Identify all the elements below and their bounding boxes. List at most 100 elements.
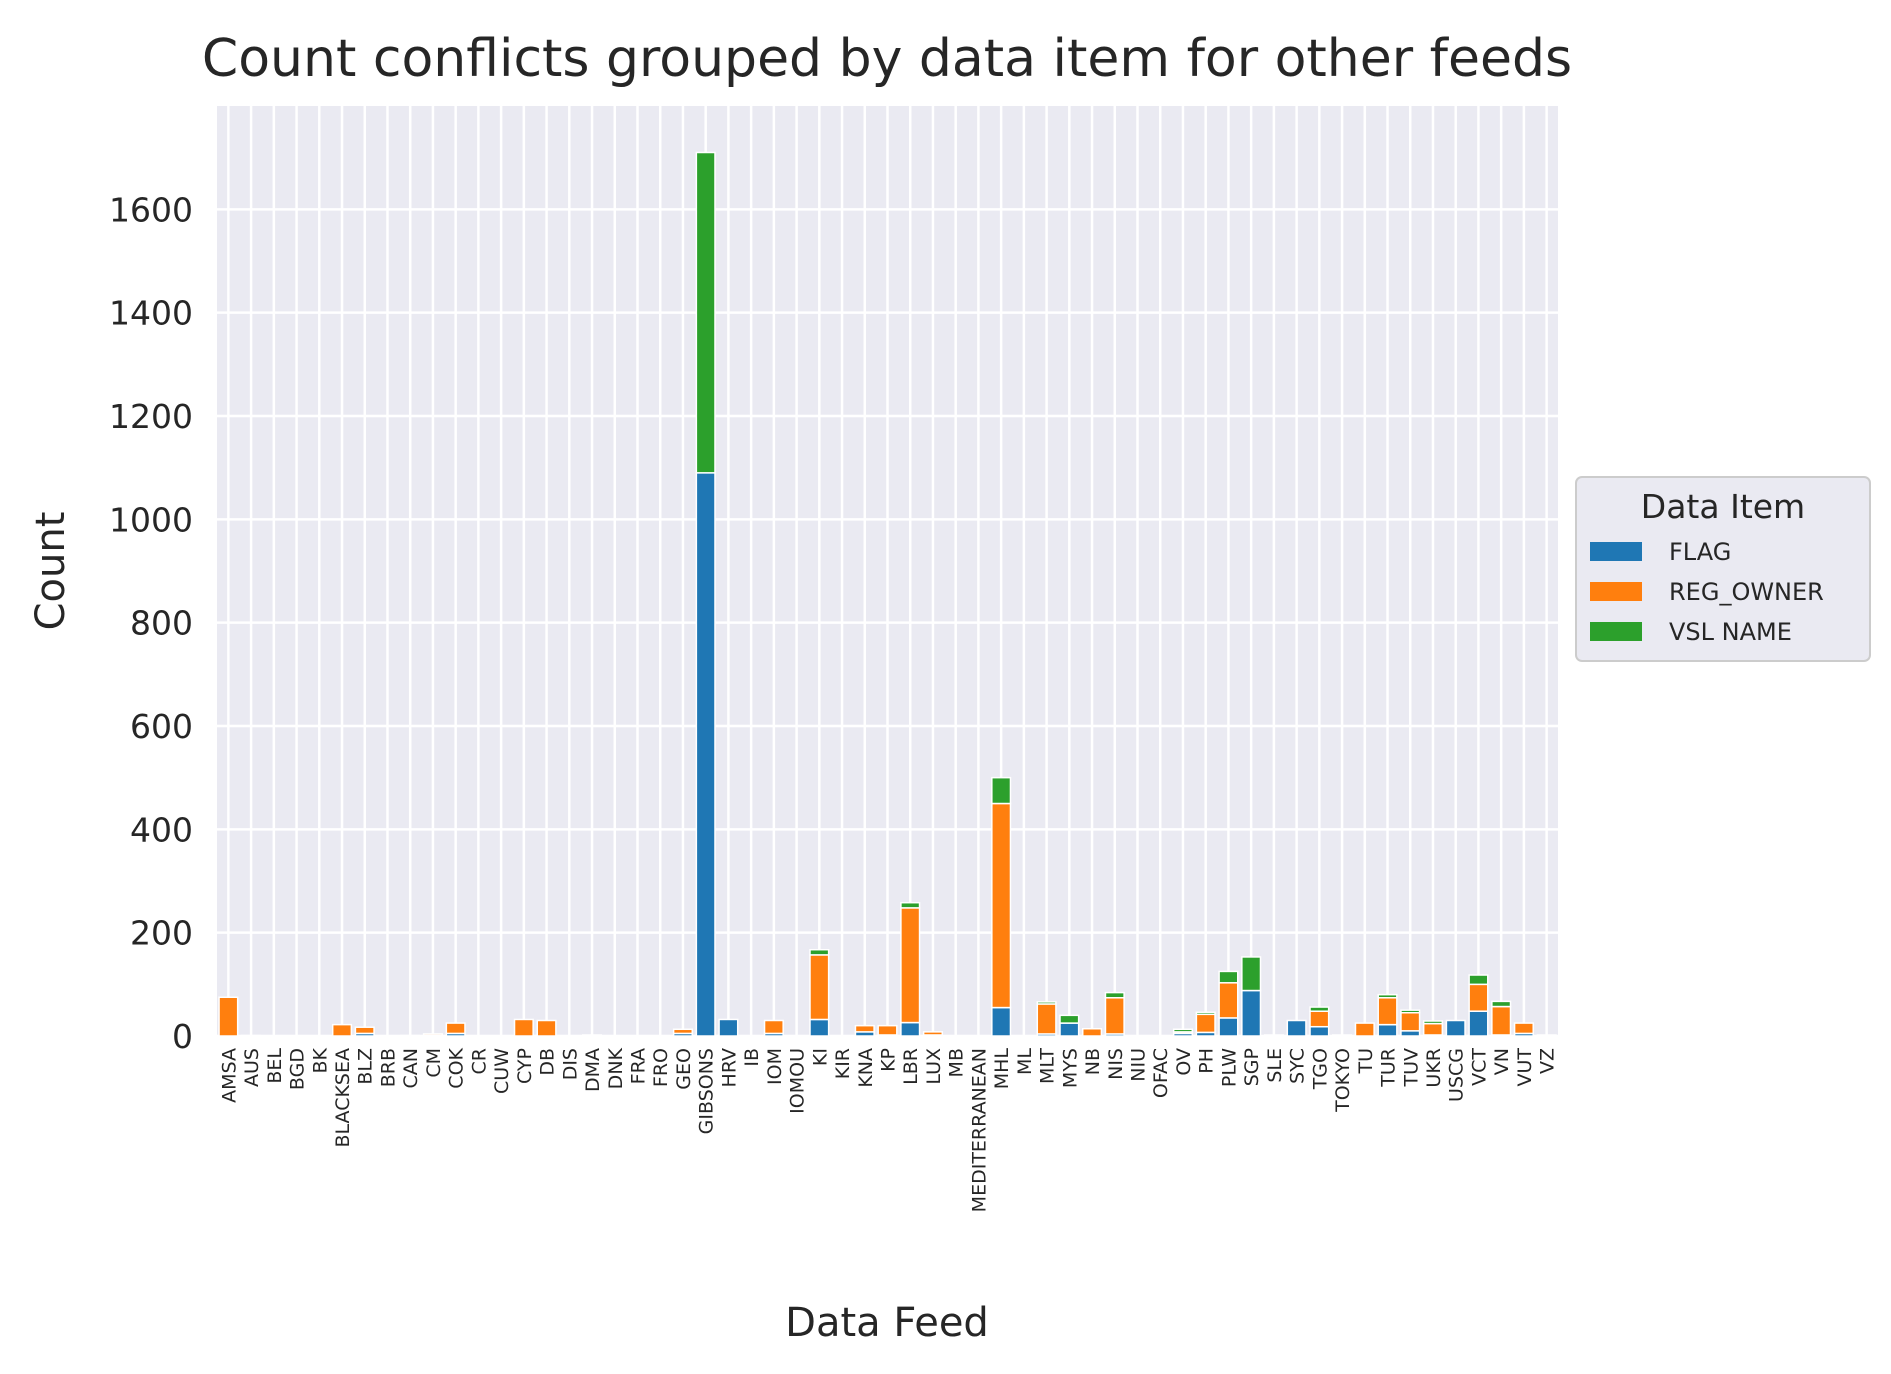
y-tick-label: 1600 [109,190,193,229]
x-tick-label: SYC [1287,1048,1309,1084]
bar-vsl-name [1241,956,1262,992]
bar-flag [1309,1025,1330,1037]
bar-flag [1332,1034,1353,1037]
legend-swatch-vsl-name [1590,622,1642,641]
bar-reg-owner [1354,1022,1375,1037]
x-tick-label: KP [878,1048,900,1072]
bar-flag [1286,1019,1307,1037]
bar-reg-owner [1081,1028,1103,1037]
x-tick-label: ML [1014,1048,1036,1075]
bar-vsl-name [1218,970,1239,984]
x-tick-label: OV [1173,1048,1195,1076]
bar-flag [991,1006,1012,1037]
x-tick-label: AUS [241,1048,263,1087]
bar-flag [581,1034,603,1037]
x-tick-label: DNK [605,1047,627,1089]
bar-flag [1218,1017,1239,1037]
x-tick-label: BRB [377,1048,399,1087]
y-tick-label: 0 [172,1017,193,1056]
x-tick-label: MYS [1059,1048,1081,1088]
x-tick-label: DB [537,1048,559,1076]
bar-flag [1241,989,1262,1037]
x-tick-label: USCG [1446,1048,1468,1102]
x-tick-label: NB [1082,1048,1104,1075]
y-tick-label: 200 [130,914,193,953]
x-tick-label: KIR [832,1048,854,1079]
bar-flag [695,472,716,1037]
y-tick-label: 600 [130,707,193,746]
x-tick-label: CR [468,1048,490,1074]
x-tick-label: AMSA [218,1048,240,1103]
x-tick-label: NIU [1128,1048,1150,1082]
x-tick-label: BLACKSEA [332,1048,354,1148]
x-tick-label: SLE [1264,1048,1286,1083]
bar-reg-owner [1195,1013,1216,1034]
bar-reg-owner [1377,997,1398,1026]
x-tick-label: HRV [718,1048,740,1087]
x-tick-label: VN [1491,1048,1513,1075]
bar-reg-owner [1218,982,1239,1019]
bar-flag [718,1018,739,1037]
bar-reg-owner [1104,997,1125,1035]
x-tick-label: VCT [1468,1048,1490,1086]
x-tick-label: DMA [582,1048,604,1092]
x-tick-label: TGO [1309,1048,1331,1090]
x-tick-label: IB [741,1048,763,1067]
bar-flag [1400,1030,1421,1037]
bar-vsl-name [1104,991,1125,999]
y-tick-label: 1200 [109,397,193,436]
x-tick-label: TOKYO [1332,1048,1354,1113]
bar-reg-owner [854,1024,875,1033]
bar-vsl-name [991,776,1012,805]
legend-label-flag: FLAG [1669,538,1731,566]
bar-vsl-name [1172,1028,1194,1033]
x-tick-label: CYP [514,1048,536,1084]
bar-vsl-name [1309,1006,1330,1012]
bar-reg-owner [513,1018,534,1037]
bar-reg-owner [922,1031,944,1036]
bar-vsl-name [900,901,921,909]
bar-reg-owner [1468,983,1489,1012]
x-tick-label: MEDITERRANEAN [968,1048,990,1212]
bar-reg-owner [1309,1010,1330,1028]
bar-vsl-name [809,948,830,956]
bar-vsl-name [1400,1009,1421,1014]
x-tick-label: BK [309,1047,331,1073]
bar-flag [900,1021,921,1037]
y-axis-label: Count [28,512,74,631]
x-tick-label: IOMOU [787,1048,809,1114]
bar-reg-owner [1513,1022,1534,1035]
x-tick-label: UKR [1423,1048,1445,1088]
x-tick-label: DIS [559,1048,581,1080]
x-tick-label: KNA [855,1048,877,1088]
x-tick-label: GIBSONS [696,1048,718,1134]
bar-flag [1468,1010,1489,1037]
legend-items: FLAG REG_OWNER VSL NAME [1590,538,1824,646]
bar-vsl-name [1059,1014,1080,1024]
x-tick-label: CM [423,1048,445,1078]
x-tick-label: IOM [764,1048,786,1085]
bar-reg-owner [1422,1022,1444,1036]
bar-flag [1377,1023,1398,1037]
x-tick-label: KI [809,1048,831,1066]
bar-reg-owner [672,1028,694,1035]
x-tick-label: BLZ [355,1048,377,1085]
x-tick-label: SGP [1241,1048,1263,1086]
bar-flag [809,1018,830,1037]
bar-reg-owner [763,1019,784,1035]
bar-reg-owner [536,1019,557,1037]
bar-vsl-name [1422,1020,1444,1025]
legend-title: Data Item [1641,487,1805,526]
x-tick-label: MB [946,1048,968,1077]
bar-reg-owner [809,954,830,1021]
bar-reg-owner [218,996,239,1037]
bar-reg-owner [1400,1012,1421,1032]
legend-swatch-flag [1590,542,1642,561]
bar-vsl-name [1468,974,1489,986]
x-tick-label: TU [1355,1048,1377,1075]
y-tick-labels: 0 200 400 600 800 1000 1200 1400 1600 [109,190,193,1056]
legend-label-vsl-name: VSL NAME [1669,618,1792,646]
bar-flag [1059,1022,1080,1037]
x-tick-label: LUX [923,1048,945,1085]
x-tick-label: BEL [264,1048,286,1084]
